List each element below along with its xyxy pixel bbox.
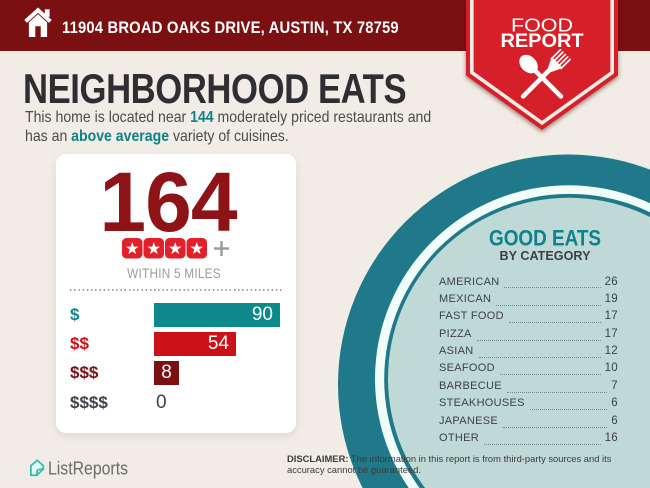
svg-text:FOOD: FOOD [511,15,573,36]
svg-text:REPORT: REPORT [501,30,584,52]
svg-text:GOOD EATS: GOOD EATS [489,226,601,251]
svg-text:ListReports: ListReports [48,459,128,479]
svg-text:BY CATEGORY: BY CATEGORY [500,249,592,263]
